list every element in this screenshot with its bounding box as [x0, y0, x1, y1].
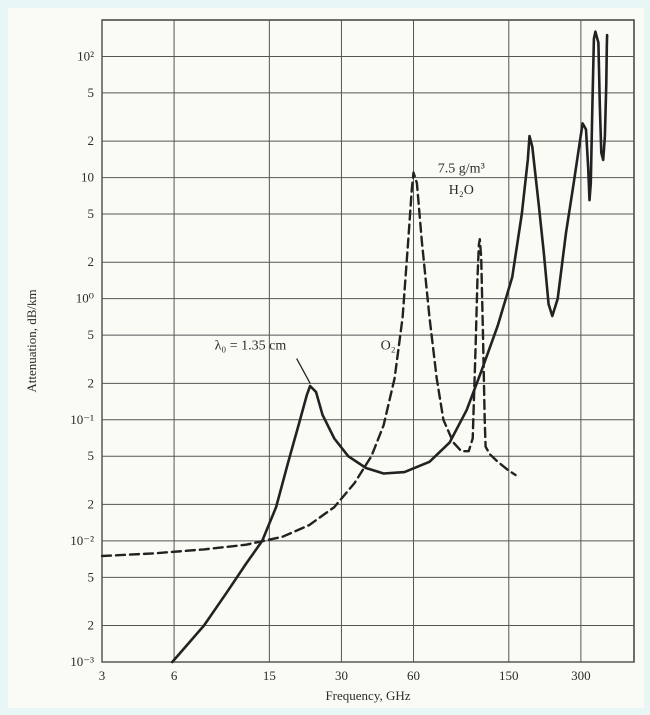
attenuation-chart: 10⁻³ 2 5 10⁻² 2 5 10⁻¹ 2 5 10⁰ 2 5 10 2 5 10² 3 6 15 30 60 15…: [24, 19, 635, 703]
y-tick-label: 10²: [77, 48, 94, 63]
y-tick-label: 5: [88, 327, 95, 342]
x-tick-label: 150: [499, 668, 519, 683]
series-lines: [100, 30, 609, 664]
o2-dashed-series-line: [100, 171, 517, 558]
y-tick-label: 2: [88, 618, 95, 633]
chart-frame: 10⁻³ 2 5 10⁻² 2 5 10⁻¹ 2 5 10⁰ 2 5 10 2 5 10² 3 6 15 30 60 15…: [8, 8, 644, 708]
y-tick-label: 5: [88, 569, 95, 584]
y-tick-label: 2: [88, 375, 95, 390]
y-tick-label: 10⁻³: [70, 654, 94, 669]
x-tick-label: 6: [171, 668, 178, 683]
annotation-density: 7.5 g/m³: [438, 162, 485, 177]
tick-labels: 10⁻³ 2 5 10⁻² 2 5 10⁻¹ 2 5 10⁰ 2 5 10 2 5 10² 3 6 15 30 60 15…: [70, 48, 590, 683]
y-tick-label: 5: [88, 206, 95, 221]
annotation-lambda: λ₀ = 1.35 cm: [215, 339, 287, 354]
grid: [101, 19, 635, 663]
y-tick-label: 10⁰: [76, 291, 94, 306]
y-tick-label: 5: [88, 85, 95, 100]
x-tick-label: 300: [571, 668, 591, 683]
lambda-leader-line: [296, 358, 311, 384]
y-tick-label: 10⁻¹: [70, 412, 94, 427]
y-tick-label: 2: [88, 133, 95, 148]
y-axis-title: Attenuation, dB/km: [24, 289, 39, 392]
annotation-o2: O₂: [381, 339, 396, 354]
y-tick-label: 5: [88, 448, 95, 463]
x-tick-label: 3: [99, 668, 106, 683]
h2o-solid-series-line: [171, 30, 609, 664]
x-tick-label: 15: [263, 668, 276, 683]
x-tick-label: 30: [335, 668, 348, 683]
y-tick-label: 2: [88, 496, 95, 511]
x-axis-title: Frequency, GHz: [325, 688, 410, 703]
annotations: 7.5 g/m³ H₂O λ₀ = 1.35 cm O₂: [215, 162, 485, 354]
plot-border: [101, 19, 635, 663]
annotation-h2o: H₂O: [449, 183, 474, 198]
x-tick-label: 60: [407, 668, 420, 683]
y-tick-label: 10: [81, 170, 94, 185]
y-tick-label: 2: [88, 254, 95, 269]
y-tick-label: 10⁻²: [70, 533, 94, 548]
